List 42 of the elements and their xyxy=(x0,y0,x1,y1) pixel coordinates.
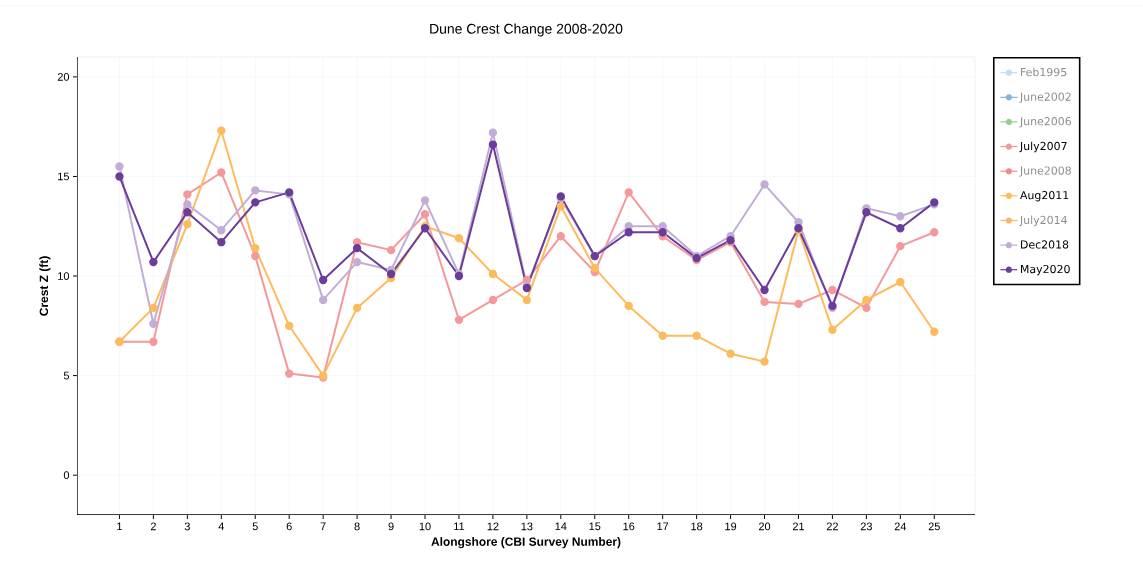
x-tick-label: 19 xyxy=(725,522,737,531)
legend-label: July2014 xyxy=(1019,215,1067,227)
x-tick-label: 7 xyxy=(320,522,326,531)
x-tick-label: 10 xyxy=(419,522,431,531)
x-tick-label: 22 xyxy=(826,522,838,531)
legend-label: July2007 xyxy=(1019,141,1067,153)
y-tick-label: 5 xyxy=(63,371,70,380)
chart-title: Dune Crest Change 2008-2020 xyxy=(430,23,623,37)
x-tick-label: 25 xyxy=(928,522,940,531)
legend-label: May2020 xyxy=(1021,264,1070,276)
y-tick-label: 20 xyxy=(57,73,70,81)
x-tick-label: 14 xyxy=(555,522,567,531)
x-tick-label: 5 xyxy=(252,522,258,531)
legend-label: Aug2011 xyxy=(1020,191,1069,202)
x-tick-label: 17 xyxy=(657,522,669,531)
legend-label: June2006 xyxy=(1019,117,1072,128)
x-axis-title: Alongshore (CBI Survey Number) xyxy=(431,537,621,549)
y-tick-label: 10 xyxy=(58,272,70,280)
legend-label: June2002 xyxy=(1019,92,1071,103)
y-tick-label: 0 xyxy=(63,471,70,480)
x-tick-label: 23 xyxy=(860,522,872,531)
x-tick-label: 13 xyxy=(521,522,533,531)
x-tick-label: 16 xyxy=(623,522,635,531)
legend-label: June2008 xyxy=(1019,166,1071,177)
legend-label: Feb1995 xyxy=(1021,67,1067,77)
x-tick-label: 18 xyxy=(691,522,703,531)
x-tick-label: 9 xyxy=(388,522,394,531)
x-tick-label: 20 xyxy=(758,522,771,531)
x-tick-label: 4 xyxy=(218,522,225,531)
x-tick-label: 2 xyxy=(150,522,156,531)
x-tick-label: 24 xyxy=(894,522,907,531)
x-tick-label: 12 xyxy=(487,522,499,531)
x-tick-label: 3 xyxy=(184,522,190,531)
legend-label: Dec2018 xyxy=(1021,240,1069,249)
y-tick-label: 15 xyxy=(58,172,70,181)
x-tick-label: 15 xyxy=(589,522,601,531)
x-tick-label: 21 xyxy=(792,522,805,531)
x-tick-label: 11 xyxy=(454,522,465,531)
x-tick-label: 1 xyxy=(117,522,122,531)
x-tick-label: 8 xyxy=(354,522,360,531)
y-axis-title: Crest Z (ft) xyxy=(39,256,51,316)
x-tick-label: 6 xyxy=(286,522,292,531)
